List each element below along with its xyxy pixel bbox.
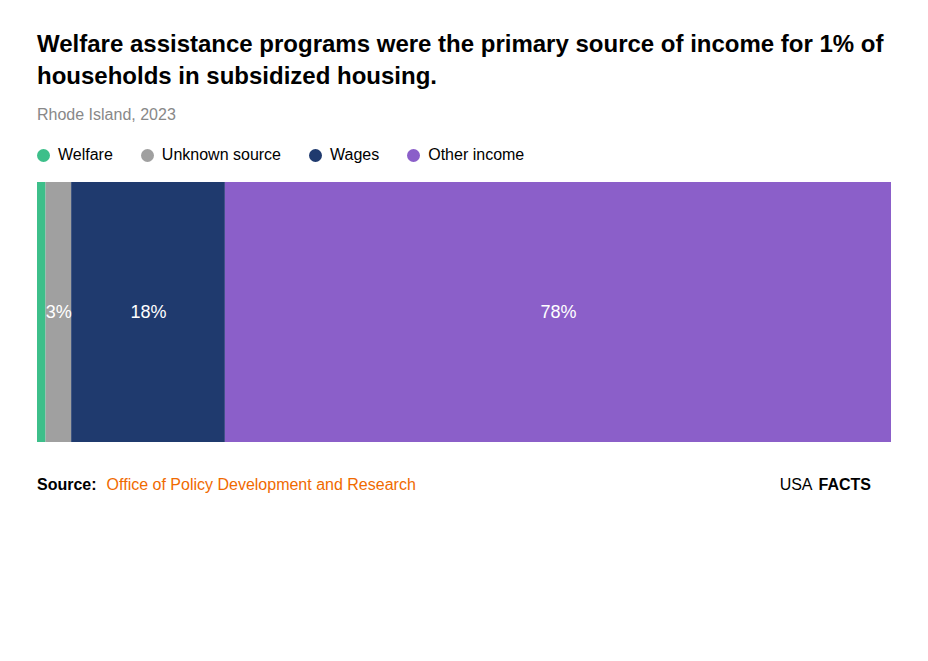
html-text:Welfare: Welfare (58, 146, 113, 163)
html-text:Other income: Other income (428, 146, 525, 163)
svg-text:18%: 18% (131, 302, 167, 322)
html-text:Welfare assistance programs we: Welfare assistance programs were the pri… (37, 30, 884, 89)
html-text:Wages: Wages (330, 146, 380, 163)
svg-text:3%: 3% (46, 302, 72, 322)
html-text:Source:: Source: (37, 476, 97, 493)
html-text:USA FACTS: USA FACTS (779, 476, 871, 493)
html-text:Unknown source: Unknown source (161, 146, 281, 163)
svg-text:78%: 78% (540, 302, 576, 322)
html-text:Office of Policy Development a: Office of Policy Development and Researc… (106, 476, 416, 493)
html-text:Rhode Island, 2023: Rhode Island, 2023 (37, 106, 176, 123)
